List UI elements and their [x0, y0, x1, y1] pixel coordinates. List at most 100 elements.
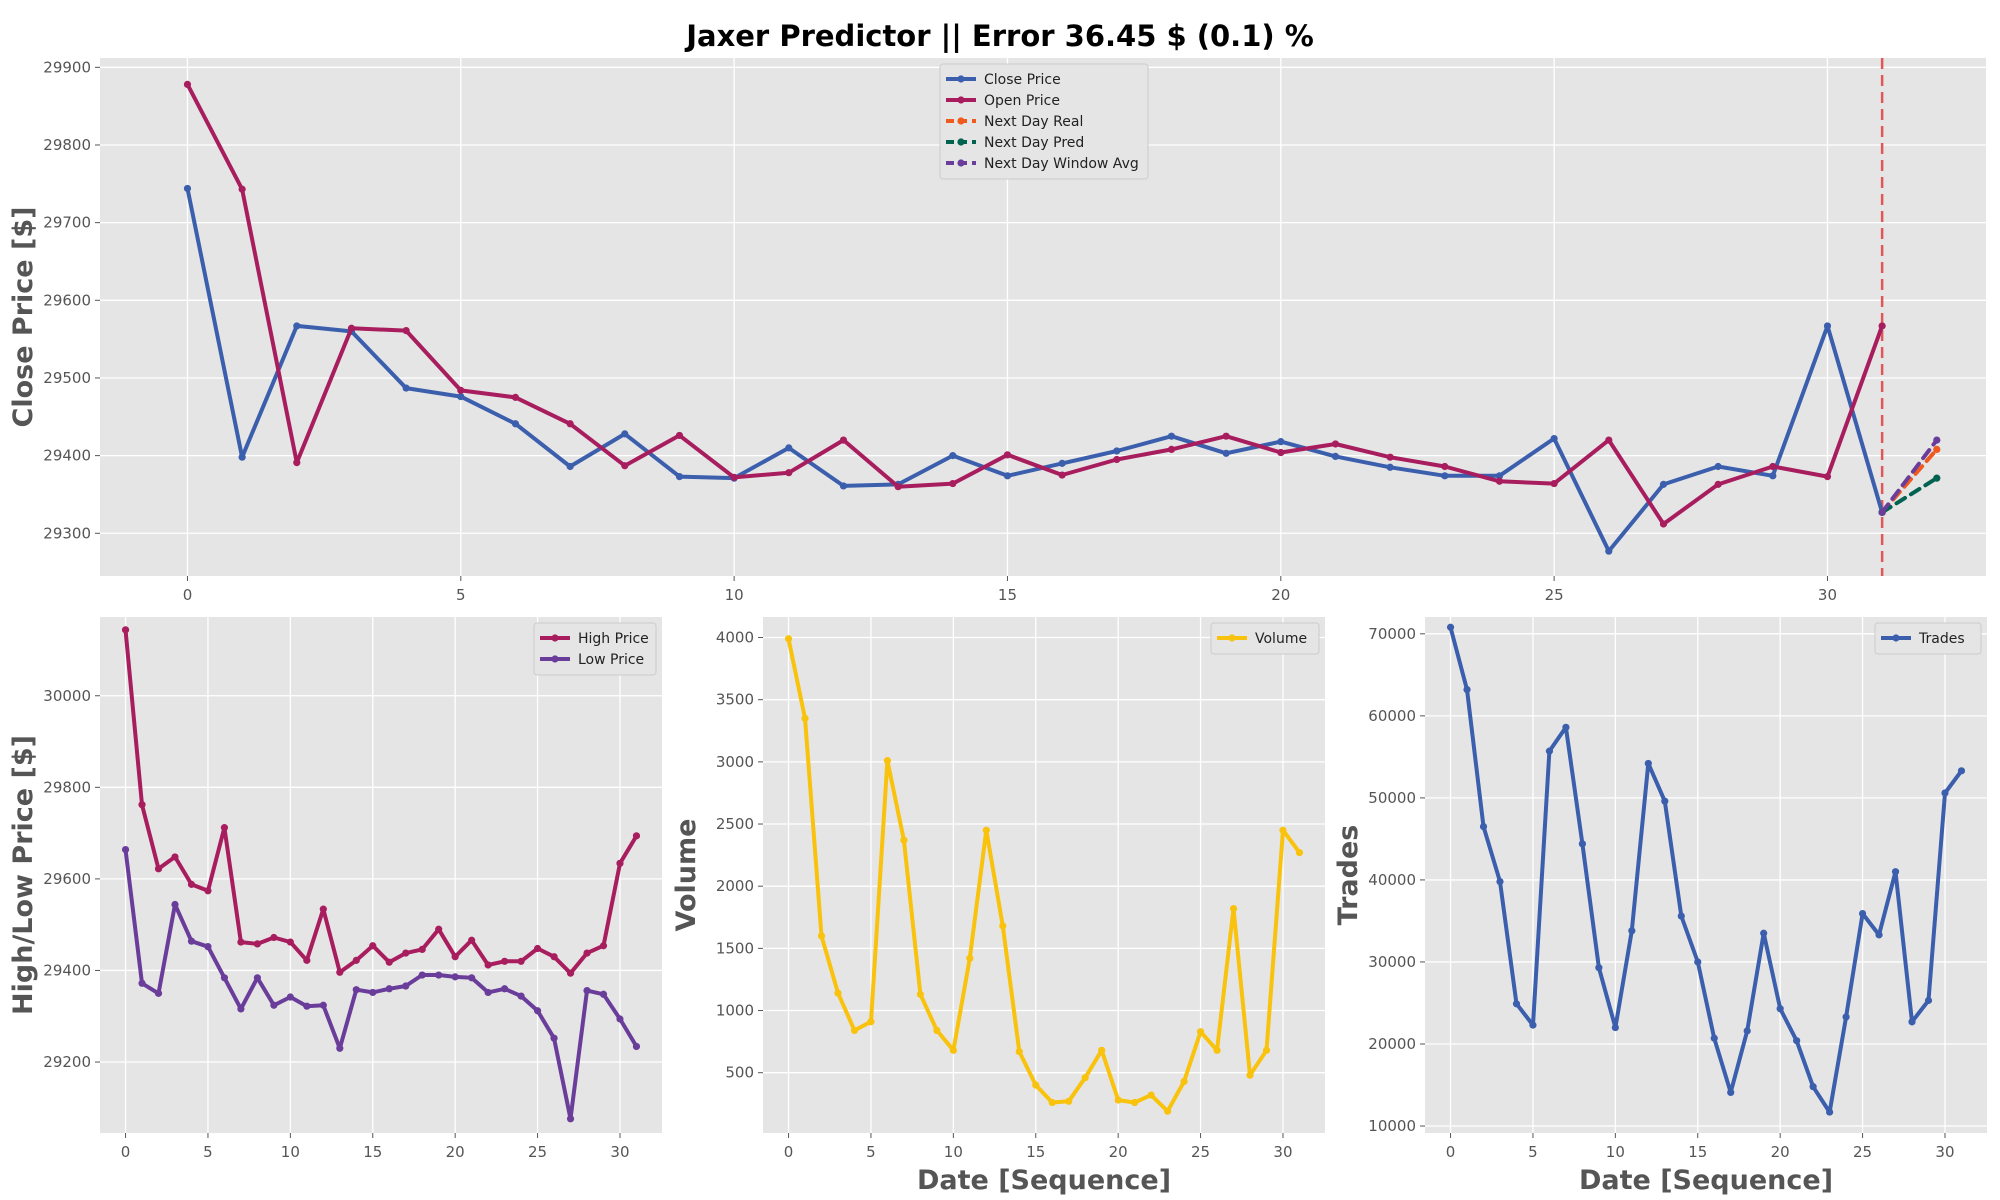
- data-point: [1331, 440, 1340, 448]
- y-tick-label: 29900: [43, 58, 91, 76]
- data-point: [1644, 759, 1652, 768]
- data-point: [784, 635, 793, 643]
- x-tick-label: 10: [944, 1143, 963, 1161]
- x-tick-label: 0: [121, 1143, 131, 1161]
- data-point: [1875, 931, 1883, 939]
- data-point: [785, 469, 793, 477]
- data-point: [1441, 472, 1449, 480]
- y-tick-label: 40000: [1368, 871, 1416, 889]
- data-point: [675, 431, 684, 440]
- data-point: [1878, 508, 1886, 516]
- data-point: [457, 386, 465, 394]
- data-point: [839, 482, 848, 490]
- data-point: [675, 472, 684, 481]
- x-tick-label: 20: [1109, 1143, 1128, 1161]
- x-tick-label: 30: [1273, 1143, 1292, 1161]
- data-point: [1164, 1107, 1172, 1115]
- y-tick-label: 29700: [43, 214, 91, 232]
- data-point: [253, 974, 261, 982]
- y-axis-label: Volume: [671, 819, 702, 932]
- data-point: [1760, 929, 1768, 937]
- data-point: [451, 953, 459, 961]
- y-tick-label: 29800: [43, 778, 91, 796]
- y-tick-label: 30000: [1368, 953, 1416, 971]
- data-point: [1246, 1071, 1254, 1079]
- x-tick-label: 30: [1818, 586, 1837, 604]
- data-point: [435, 925, 443, 933]
- data-point: [253, 940, 261, 948]
- plot-background: [1425, 617, 1987, 1133]
- data-point: [1529, 1021, 1537, 1029]
- legend-marker: [1892, 634, 1900, 642]
- x-axis-label: Date [Sequence]: [1579, 1165, 1833, 1196]
- x-tick-label: 30: [1935, 1143, 1954, 1161]
- data-point: [484, 961, 492, 969]
- data-point: [484, 988, 492, 997]
- legend-box: [939, 63, 1149, 180]
- y-tick-label: 3500: [716, 691, 754, 709]
- data-point: [1661, 797, 1669, 805]
- data-point: [949, 479, 957, 488]
- data-point: [1065, 1097, 1073, 1105]
- data-point: [1446, 623, 1455, 631]
- data-point: [511, 420, 520, 428]
- x-tick-label: 20: [1771, 1143, 1790, 1161]
- data-point: [966, 954, 974, 962]
- x-tick-label: 5: [866, 1143, 876, 1161]
- x-tick-label: 5: [456, 586, 466, 604]
- data-point: [293, 322, 301, 330]
- y-tick-label: 4000: [716, 629, 754, 647]
- x-tick-label: 25: [1191, 1143, 1210, 1161]
- y-tick-label: 1000: [716, 1002, 754, 1020]
- data-point: [1578, 840, 1586, 848]
- data-point: [1147, 1091, 1155, 1099]
- y-tick-label: 2500: [716, 815, 754, 833]
- data-point: [418, 945, 426, 954]
- data-point: [1776, 1005, 1784, 1013]
- data-point: [1924, 996, 1933, 1005]
- series-line: [786, 636, 1302, 1114]
- data-point: [566, 1115, 575, 1123]
- data-point: [1495, 477, 1504, 485]
- y-tick-label: 50000: [1368, 789, 1416, 807]
- y-axis-label: High/Low Price [$]: [8, 735, 39, 1015]
- x-tick-label: 10: [281, 1143, 300, 1161]
- data-point: [238, 453, 246, 461]
- data-point: [533, 1007, 542, 1015]
- data-point: [933, 1026, 941, 1035]
- legend-label: Trades: [1918, 631, 1965, 647]
- y-tick-label: 29300: [43, 524, 91, 542]
- legend: Volume: [1210, 622, 1320, 655]
- legend-label: Next Day Window Avg: [984, 156, 1139, 172]
- x-tick-label: 15: [1688, 1143, 1707, 1161]
- data-point: [599, 990, 608, 998]
- legend-label: High Price: [578, 631, 649, 647]
- data-point: [1595, 964, 1603, 972]
- x-tick-label: 0: [1446, 1143, 1456, 1161]
- data-point: [451, 973, 459, 981]
- data-point: [785, 444, 793, 452]
- data-point: [1659, 480, 1668, 488]
- data-point: [850, 1026, 859, 1035]
- data-point: [1957, 767, 1966, 775]
- data-point: [583, 987, 591, 995]
- data-point: [1677, 912, 1685, 920]
- y-tick-label: 500: [725, 1064, 754, 1082]
- data-point: [1277, 438, 1285, 446]
- y-tick-label: 29400: [43, 961, 91, 979]
- data-point: [834, 989, 842, 997]
- data-point: [583, 949, 591, 957]
- data-point: [385, 985, 393, 993]
- data-point: [533, 944, 542, 953]
- data-point: [1941, 789, 1949, 797]
- data-point: [1769, 462, 1777, 471]
- x-tick-label: 5: [203, 1143, 213, 1161]
- data-point: [894, 483, 902, 491]
- data-point: [599, 942, 608, 950]
- data-point: [616, 1015, 624, 1023]
- data-point: [566, 420, 574, 428]
- data-point: [1015, 1047, 1023, 1056]
- data-point: [121, 845, 130, 854]
- data-point: [1295, 849, 1304, 857]
- x-tick-label: 25: [1853, 1143, 1872, 1161]
